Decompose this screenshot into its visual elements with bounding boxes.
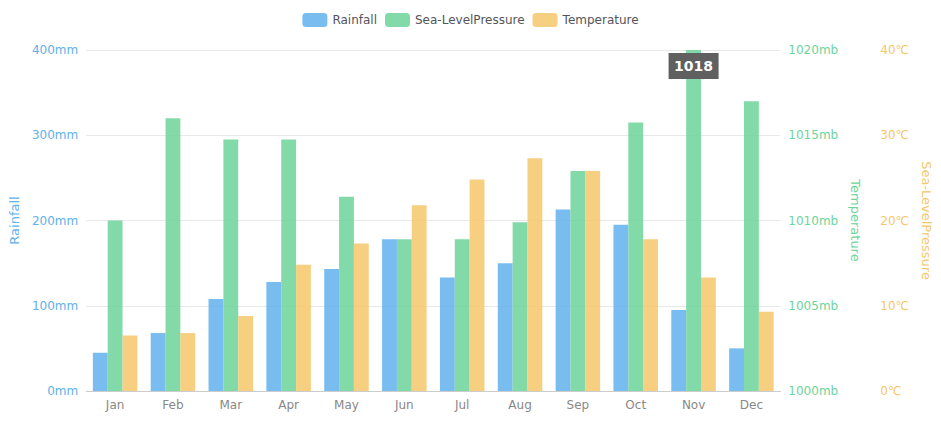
svg-text:Rainfall: Rainfall	[7, 196, 22, 244]
svg-text:Rainfall: Rainfall	[332, 13, 377, 27]
svg-text:May: May	[334, 398, 359, 412]
svg-text:Temperature: Temperature	[562, 13, 639, 27]
svg-text:Temperature: Temperature	[848, 178, 863, 261]
svg-text:Sep: Sep	[567, 398, 590, 412]
svg-text:300mm: 300mm	[32, 128, 78, 142]
svg-text:Aug: Aug	[508, 398, 531, 412]
svg-text:1010mb: 1010mb	[788, 214, 838, 228]
svg-text:Oct: Oct	[625, 398, 646, 412]
svg-text:Jan: Jan	[105, 398, 125, 412]
svg-text:1018: 1018	[674, 58, 713, 74]
svg-text:Sea-LevelPressure: Sea-LevelPressure	[415, 13, 525, 27]
svg-text:Nov: Nov	[682, 398, 705, 412]
svg-text:0℃: 0℃	[880, 384, 901, 398]
svg-text:Apr: Apr	[278, 398, 299, 412]
svg-text:30℃: 30℃	[880, 128, 909, 142]
svg-text:200mm: 200mm	[32, 214, 78, 228]
svg-text:10℃: 10℃	[880, 299, 909, 313]
svg-text:400mm: 400mm	[32, 43, 78, 57]
svg-text:Jun: Jun	[394, 398, 414, 412]
svg-text:Feb: Feb	[162, 398, 183, 412]
svg-text:100mm: 100mm	[32, 299, 78, 313]
svg-text:1015mb: 1015mb	[788, 128, 838, 142]
svg-text:1005mb: 1005mb	[788, 299, 838, 313]
svg-text:Sea-LevelPressure: Sea-LevelPressure	[919, 161, 934, 280]
svg-text:Jul: Jul	[454, 398, 469, 412]
svg-text:1020mb: 1020mb	[788, 43, 838, 57]
svg-text:Dec: Dec	[740, 398, 763, 412]
svg-text:1000mb: 1000mb	[788, 384, 838, 398]
svg-text:0mm: 0mm	[47, 384, 78, 398]
svg-text:20℃: 20℃	[880, 214, 909, 228]
svg-text:Mar: Mar	[219, 398, 242, 412]
svg-text:40℃: 40℃	[880, 43, 909, 57]
